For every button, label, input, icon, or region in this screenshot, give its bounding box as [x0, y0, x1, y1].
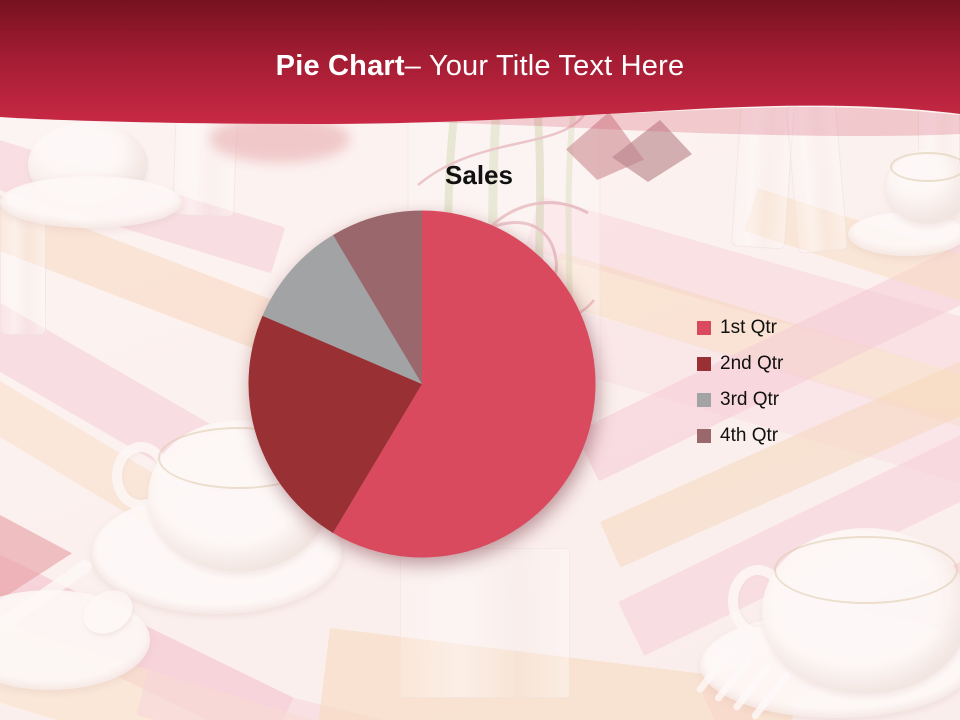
legend-item: 4th Qtr	[697, 424, 837, 447]
pie-slice-3rd-qtr	[262, 235, 422, 384]
legend-label: 1st Qtr	[720, 317, 778, 338]
legend-item: 3rd Qtr	[697, 388, 837, 411]
slide-title: Pie Chart– Your Title Text Here	[0, 50, 960, 92]
legend-label: 2nd Qtr	[720, 353, 784, 374]
legend-swatch-4th-qtr	[697, 428, 711, 443]
legend-swatch-2nd-qtr	[697, 356, 711, 371]
slide-title-regular: – Your Title Text Here	[404, 50, 685, 82]
legend-label: 4th Qtr	[720, 425, 779, 446]
banner-underwave	[430, 107, 960, 137]
pie-slice-4th-qtr	[333, 210, 422, 384]
pie-chart	[248, 210, 596, 558]
pie-slice-2nd-qtr	[248, 315, 422, 533]
pie-slice-1st-qtr	[333, 210, 596, 558]
banner-wave	[0, 0, 960, 124]
vase-base	[400, 548, 570, 698]
legend-label: 3rd Qtr	[720, 389, 780, 410]
cup-gold-rim	[774, 536, 958, 604]
legend-item: 2nd Qtr	[697, 352, 837, 375]
slide-title-bold: Pie Chart	[275, 50, 405, 82]
cup-gold-rim	[890, 152, 960, 182]
legend-swatch-3rd-qtr	[697, 392, 711, 407]
chart-title: Sales	[445, 160, 513, 190]
saucer	[0, 176, 182, 228]
chart-legend: 1st Qtr 2nd Qtr 3rd Qtr 4th Qtr	[697, 316, 837, 456]
legend-swatch-1st-qtr	[697, 320, 711, 335]
title-banner	[0, 0, 960, 137]
legend-item: 1st Qtr	[697, 316, 837, 339]
